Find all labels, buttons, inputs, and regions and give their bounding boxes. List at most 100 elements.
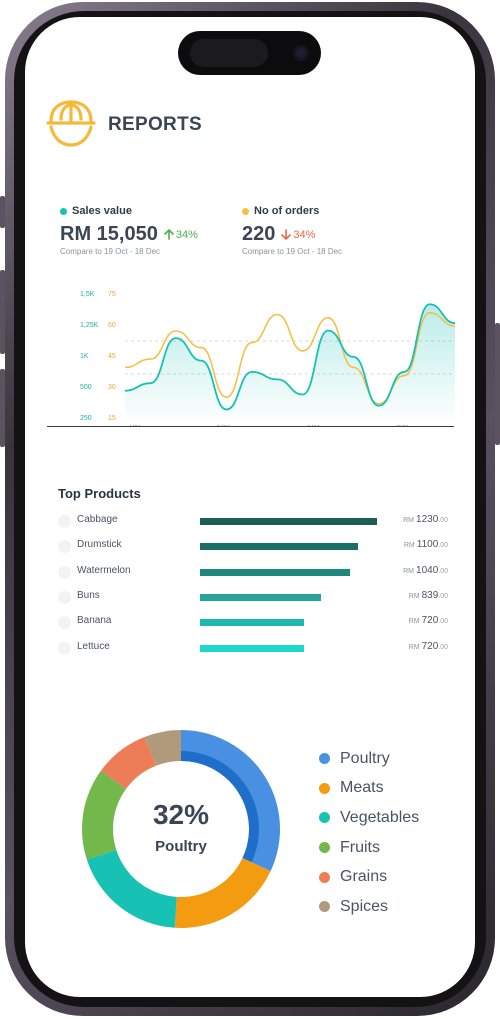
kpi-orders-change-row: 34% — [281, 229, 315, 241]
front-camera — [293, 45, 309, 61]
legend-item-meats[interactable]: Meats — [319, 774, 419, 804]
product-name: Watermelon — [77, 564, 131, 576]
product-row[interactable]: Drumstick RM 1100.00 — [58, 537, 448, 557]
legend-swatch — [319, 782, 330, 794]
donut-segment-vegetables[interactable] — [86, 850, 177, 928]
product-currency: RM — [403, 517, 415, 524]
kpi-sales: Sales value RM 15,050 34% Compare to 19 … — [60, 205, 198, 256]
legend-label: Vegetables — [340, 808, 420, 826]
product-amount: RM 720.00 — [409, 641, 448, 652]
donut-segment-meats[interactable] — [174, 857, 271, 928]
product-amount: RM 1100.00 — [404, 539, 448, 550]
y-right-tick: 30 — [108, 384, 116, 391]
product-row[interactable]: Banana RM 720.00 — [58, 613, 448, 633]
legend-label: Fruits — [340, 838, 380, 856]
line-chart-svg: 1,5K1,25K1K50025075604530154/215/216/217… — [80, 291, 456, 432]
kpi-orders-value: 220 — [242, 223, 276, 245]
screen: REPORTS Sales value RM 15,050 34% Compar… — [25, 17, 475, 997]
product-bar — [200, 619, 304, 627]
product-row[interactable]: Buns RM 839.00 — [58, 588, 448, 608]
product-row[interactable]: Cabbage RM 1230.00 — [58, 512, 448, 532]
kpi-sales-label-row: Sales value — [60, 205, 198, 217]
island-sensor — [190, 39, 268, 67]
donut-category: Poultry — [155, 838, 207, 855]
product-decimals: .00 — [438, 542, 448, 550]
product-bar — [200, 543, 359, 551]
volume-down-button — [0, 369, 5, 447]
category-donut-chart — [82, 730, 280, 928]
donut-segment-grains[interactable] — [100, 736, 156, 790]
product-name: Buns — [77, 589, 100, 601]
y-left-tick: 1,5K — [80, 291, 95, 298]
donut-legend: Poultry Meats Vegetables Fruits Grains Spices — [319, 744, 419, 922]
kpi-orders-change: 34% — [293, 228, 316, 241]
y-left-tick: 1,25K — [80, 322, 99, 329]
kpi-orders: No of orders 220 34% Compare to 19 Oct -… — [242, 205, 342, 256]
kpi-orders-label: No of orders — [254, 205, 320, 217]
food-dome-icon — [46, 100, 96, 147]
sales-dot-icon — [60, 207, 67, 215]
kpi-orders-value-row: 220 34% — [242, 223, 342, 246]
arrow-down-icon — [281, 229, 292, 240]
donut-highlight — [181, 751, 259, 863]
product-icon — [58, 515, 71, 528]
legend-label: Spices — [340, 897, 389, 915]
legend-item-grains[interactable]: Grains — [319, 862, 419, 892]
top-products-title: Top Products — [58, 486, 141, 501]
product-name: Drumstick — [77, 539, 122, 551]
y-right-tick: 60 — [108, 322, 116, 329]
product-bar — [200, 593, 321, 601]
arrow-up-icon — [164, 229, 174, 240]
kpi-sales-label: Sales value — [72, 205, 132, 217]
product-name: Cabbage — [77, 514, 118, 525]
app-header: REPORTS — [45, 97, 345, 153]
volume-up-button — [0, 270, 5, 354]
product-decimals: .00 — [438, 592, 448, 600]
legend-item-spices[interactable]: Spices — [319, 892, 419, 922]
product-value: 1100 — [416, 539, 439, 551]
legend-swatch — [319, 842, 330, 854]
orders-line — [124, 311, 456, 405]
product-name: Banana — [77, 615, 112, 627]
donut-segment-spices[interactable] — [144, 730, 181, 766]
product-amount: RM 839.00 — [409, 590, 448, 601]
product-decimals: .00 — [438, 643, 448, 651]
product-bar — [200, 518, 377, 525]
product-currency: RM — [403, 542, 415, 550]
y-left-tick: 500 — [80, 384, 92, 391]
product-amount: RM 1230.00 — [403, 514, 448, 525]
kpi-orders-label-row: No of orders — [242, 205, 342, 217]
product-value: 720 — [421, 615, 439, 627]
power-button — [495, 323, 500, 445]
page-title: REPORTS — [108, 114, 202, 135]
product-currency: RM — [408, 592, 420, 600]
legend-swatch — [319, 812, 330, 824]
product-decimals: .00 — [438, 618, 448, 626]
legend-item-poultry[interactable]: Poultry — [319, 744, 419, 774]
legend-item-fruits[interactable]: Fruits — [319, 833, 419, 863]
product-icon — [58, 540, 71, 554]
product-icon — [58, 616, 71, 630]
sales-area — [125, 304, 455, 417]
product-amount: RM 720.00 — [409, 615, 448, 626]
product-bar — [200, 644, 304, 652]
product-row[interactable]: Lettuce RM 720.00 — [58, 639, 448, 659]
legend-item-vegetables[interactable]: Vegetables — [319, 803, 419, 833]
product-currency: RM — [408, 643, 420, 651]
donut-segment-fruits[interactable] — [82, 770, 126, 860]
product-value: 1040 — [416, 564, 439, 576]
kpi-sales-change: 34% — [175, 228, 198, 241]
product-decimals: .00 — [438, 567, 448, 575]
product-name: Lettuce — [77, 640, 110, 652]
kpi-orders-compare: Compare to 19 Oct - 18 Dec — [242, 247, 343, 256]
kpi-sales-value-row: RM 15,050 34% — [60, 223, 198, 246]
legend-swatch — [319, 901, 330, 913]
product-row[interactable]: Watermelon RM 1040.00 — [58, 563, 448, 583]
legend-swatch — [319, 871, 330, 883]
legend-label: Poultry — [340, 749, 390, 767]
product-currency: RM — [408, 618, 420, 626]
product-decimals: .00 — [438, 517, 448, 524]
orders-dot-icon — [242, 207, 249, 215]
product-value: 720 — [421, 640, 439, 652]
y-right-tick: 15 — [108, 415, 116, 422]
